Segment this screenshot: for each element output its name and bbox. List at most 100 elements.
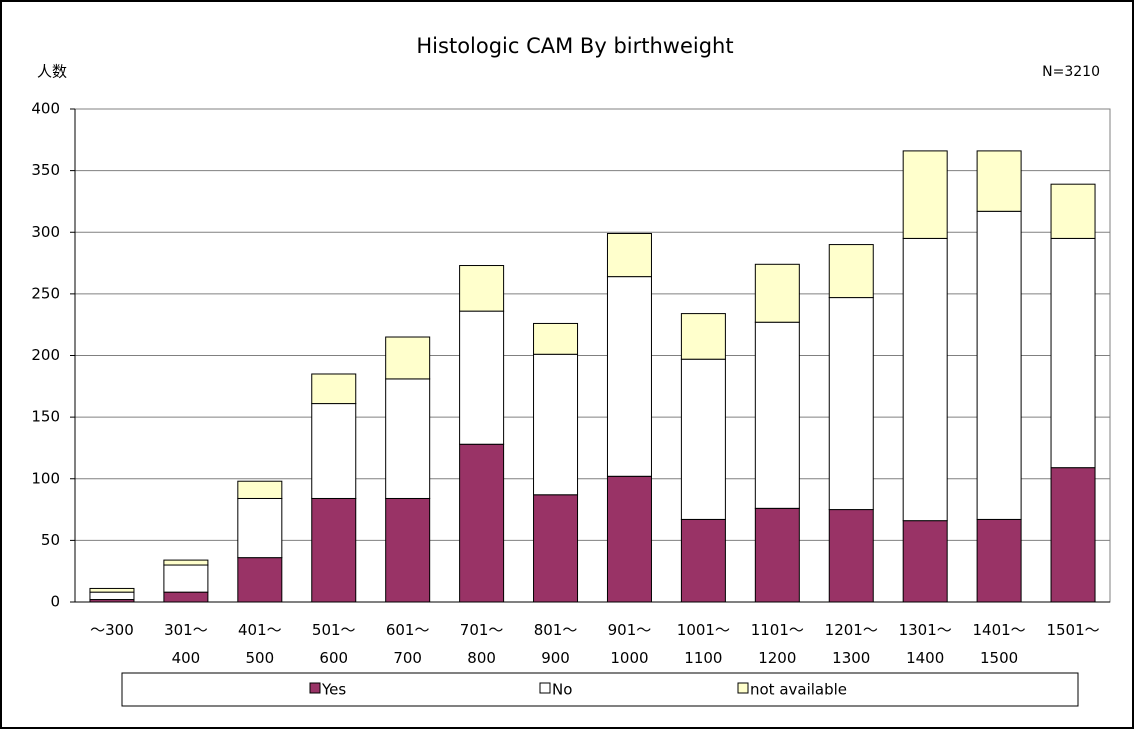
bar-segment	[237, 497, 283, 559]
x-tick-label: 1101～ 1200	[751, 621, 804, 667]
x-tick-label-line: 400	[172, 649, 201, 667]
x-tick-label: 1201～ 1300	[825, 621, 878, 667]
bar-segment	[533, 353, 579, 496]
y-tick-label: 250	[31, 284, 60, 302]
bar-segment	[754, 321, 800, 509]
bar-segment	[311, 373, 357, 405]
bar-segment	[163, 564, 209, 593]
bar-segment	[385, 336, 431, 380]
bar-segment	[163, 559, 209, 566]
bar-segment	[459, 265, 505, 312]
y-tick-label: 150	[31, 408, 60, 426]
x-tick-label: 1301～ 1400	[899, 621, 952, 667]
y-tick-label: 200	[31, 346, 60, 364]
x-tick-label-line: 1000	[610, 649, 648, 667]
legend-label: not available	[750, 681, 847, 699]
bar-segment	[237, 480, 283, 499]
bar-segment	[828, 509, 874, 603]
bar-segment	[459, 310, 505, 445]
legend-swatch	[737, 682, 749, 694]
bar-segment	[828, 297, 874, 511]
x-tick-label: 1501～	[1046, 621, 1099, 639]
bar-segment	[533, 322, 579, 355]
bar-segment	[1050, 467, 1096, 603]
x-tick-label: 1401～ 1500	[973, 621, 1026, 667]
bar-segment	[311, 403, 357, 499]
bar-segment	[828, 244, 874, 299]
y-tick-label: 400	[31, 100, 60, 118]
x-tick-label-line: 900	[541, 649, 570, 667]
bar-segment	[754, 507, 800, 603]
bar-segment	[89, 587, 135, 593]
annotation: N=3210	[1042, 64, 1100, 80]
bar-segment	[606, 475, 652, 603]
x-tick-label-line: ～300	[90, 621, 134, 639]
x-tick-label-line: 1301～	[899, 621, 952, 639]
x-tick-label-line: 500	[246, 649, 275, 667]
x-tick-label-line: 801～	[534, 621, 578, 639]
legend-label: No	[552, 681, 572, 699]
x-tick-label: 601～ 700	[386, 621, 430, 667]
x-tick-label: 701～ 800	[460, 621, 504, 667]
x-tick-label-line: 901～	[608, 621, 652, 639]
x-tick-label-line: 601～	[386, 621, 430, 639]
legend-swatch	[539, 682, 551, 694]
bar-segment	[385, 378, 431, 499]
bar-segment	[902, 237, 948, 522]
bar-segment	[1050, 183, 1096, 239]
legend-swatch	[309, 682, 321, 694]
chart-title: Histologic CAM By birthweight	[416, 34, 733, 58]
y-axis-label: 人数	[37, 63, 67, 81]
x-tick-label-line: 1300	[832, 649, 870, 667]
bar-segment	[89, 591, 135, 601]
y-tick-label: 50	[41, 531, 60, 549]
x-tick-label: 501～ 600	[312, 621, 356, 667]
y-tick-label: 300	[31, 223, 60, 241]
bar-segment	[680, 313, 726, 360]
x-tick-label-line: 700	[393, 649, 422, 667]
y-tick-label: 350	[31, 161, 60, 179]
legend-box	[121, 672, 1079, 707]
x-tick-label-line: 800	[467, 649, 496, 667]
bar-segment	[976, 518, 1022, 603]
x-tick-label-line: 701～	[460, 621, 504, 639]
bar-segment	[754, 263, 800, 323]
x-tick-label: 901～ 1000	[608, 621, 652, 667]
x-tick-label-line: 600	[319, 649, 348, 667]
bar-segment	[680, 518, 726, 603]
bar-segment	[902, 150, 948, 239]
x-tick-label-line: 1101～	[751, 621, 804, 639]
bar-segment	[680, 358, 726, 520]
x-tick-label-line: 1400	[906, 649, 944, 667]
bar-segment	[163, 591, 209, 603]
x-tick-label-line: 1501～	[1046, 621, 1099, 639]
bar-segment	[902, 520, 948, 603]
bar-segment	[976, 150, 1022, 212]
x-tick-label-line: 301～	[164, 621, 208, 639]
x-tick-label: 1001～ 1100	[677, 621, 730, 667]
x-tick-label-line: 1200	[758, 649, 796, 667]
x-tick-label: ～300	[90, 621, 134, 639]
bar-segment	[1050, 237, 1096, 469]
x-tick-label: 801～ 900	[534, 621, 578, 667]
bar-segment	[606, 232, 652, 278]
bar-segment	[533, 494, 579, 603]
bar-segment	[311, 497, 357, 603]
x-tick-label: 401～ 500	[238, 621, 282, 667]
x-tick-label: 301～ 400	[164, 621, 208, 667]
bar-segment	[459, 443, 505, 603]
x-tick-label-line: 1201～	[825, 621, 878, 639]
x-tick-label-line: 1401～	[973, 621, 1026, 639]
legend-label: Yes	[321, 681, 346, 699]
x-tick-label-line: 1500	[980, 649, 1018, 667]
bar-segment	[976, 210, 1022, 520]
bar-segment	[606, 276, 652, 477]
x-tick-label-line: 501～	[312, 621, 356, 639]
y-tick-label: 0	[50, 593, 60, 611]
y-tick-label: 100	[31, 469, 60, 487]
bar-segment	[237, 557, 283, 603]
x-tick-label-line: 1100	[684, 649, 722, 667]
x-tick-label-line: 401～	[238, 621, 282, 639]
bar-segment	[385, 497, 431, 603]
